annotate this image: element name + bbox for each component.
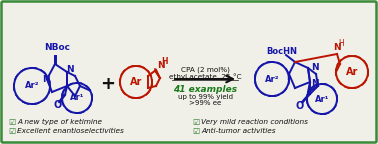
- Text: Anti-tumor activities: Anti-tumor activities: [201, 128, 276, 134]
- Text: N: N: [333, 43, 341, 53]
- Text: >99% ee: >99% ee: [189, 100, 221, 106]
- Circle shape: [336, 56, 368, 88]
- Text: Ar²: Ar²: [25, 82, 39, 90]
- Text: Ar: Ar: [346, 67, 358, 77]
- Text: up to 99% yield: up to 99% yield: [178, 94, 232, 100]
- Circle shape: [255, 62, 289, 96]
- Text: Ar¹: Ar¹: [315, 94, 329, 104]
- Text: Ar²: Ar²: [265, 74, 279, 84]
- Text: O: O: [296, 101, 304, 111]
- Text: N: N: [157, 60, 165, 70]
- Text: ☑: ☑: [8, 126, 15, 136]
- Text: H: H: [161, 56, 167, 66]
- Text: ☑: ☑: [192, 126, 199, 136]
- Text: N: N: [66, 66, 74, 74]
- Text: H: H: [338, 39, 344, 49]
- Text: O: O: [54, 100, 62, 110]
- Circle shape: [120, 66, 152, 98]
- Text: A new type of ketimine: A new type of ketimine: [17, 119, 102, 125]
- Text: BocHN: BocHN: [266, 48, 297, 56]
- Circle shape: [62, 83, 92, 113]
- Text: N: N: [42, 75, 50, 85]
- Text: Ar¹: Ar¹: [70, 93, 84, 103]
- Text: 41 examples: 41 examples: [173, 85, 237, 93]
- Text: Very mild reaction conditions: Very mild reaction conditions: [201, 119, 308, 125]
- Text: ☑: ☑: [8, 118, 15, 126]
- Circle shape: [14, 68, 50, 104]
- Text: ethyl acetate, 25 °C: ethyl acetate, 25 °C: [169, 74, 241, 80]
- Text: Ar: Ar: [130, 77, 142, 87]
- Text: NBoc: NBoc: [44, 43, 70, 52]
- Text: +: +: [101, 75, 116, 93]
- Text: CPA (2 mol%): CPA (2 mol%): [181, 67, 229, 73]
- Text: N: N: [311, 78, 319, 88]
- Circle shape: [307, 84, 337, 114]
- Text: ☑: ☑: [192, 118, 199, 126]
- Text: N: N: [311, 64, 319, 72]
- Text: Excellent enantioselectivities: Excellent enantioselectivities: [17, 128, 124, 134]
